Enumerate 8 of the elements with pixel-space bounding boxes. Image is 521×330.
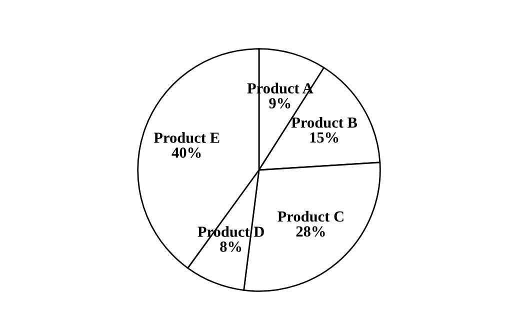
data-label: 9% (269, 98, 290, 108)
data-label: 8% (220, 242, 242, 252)
data-label: 28% (296, 226, 325, 237)
slice-label: Product B (291, 116, 358, 128)
data-label: 15% (310, 132, 338, 143)
slice-label: Product E (154, 132, 220, 143)
slice-label: Product C (278, 210, 344, 222)
data-label: 40% (172, 148, 201, 158)
